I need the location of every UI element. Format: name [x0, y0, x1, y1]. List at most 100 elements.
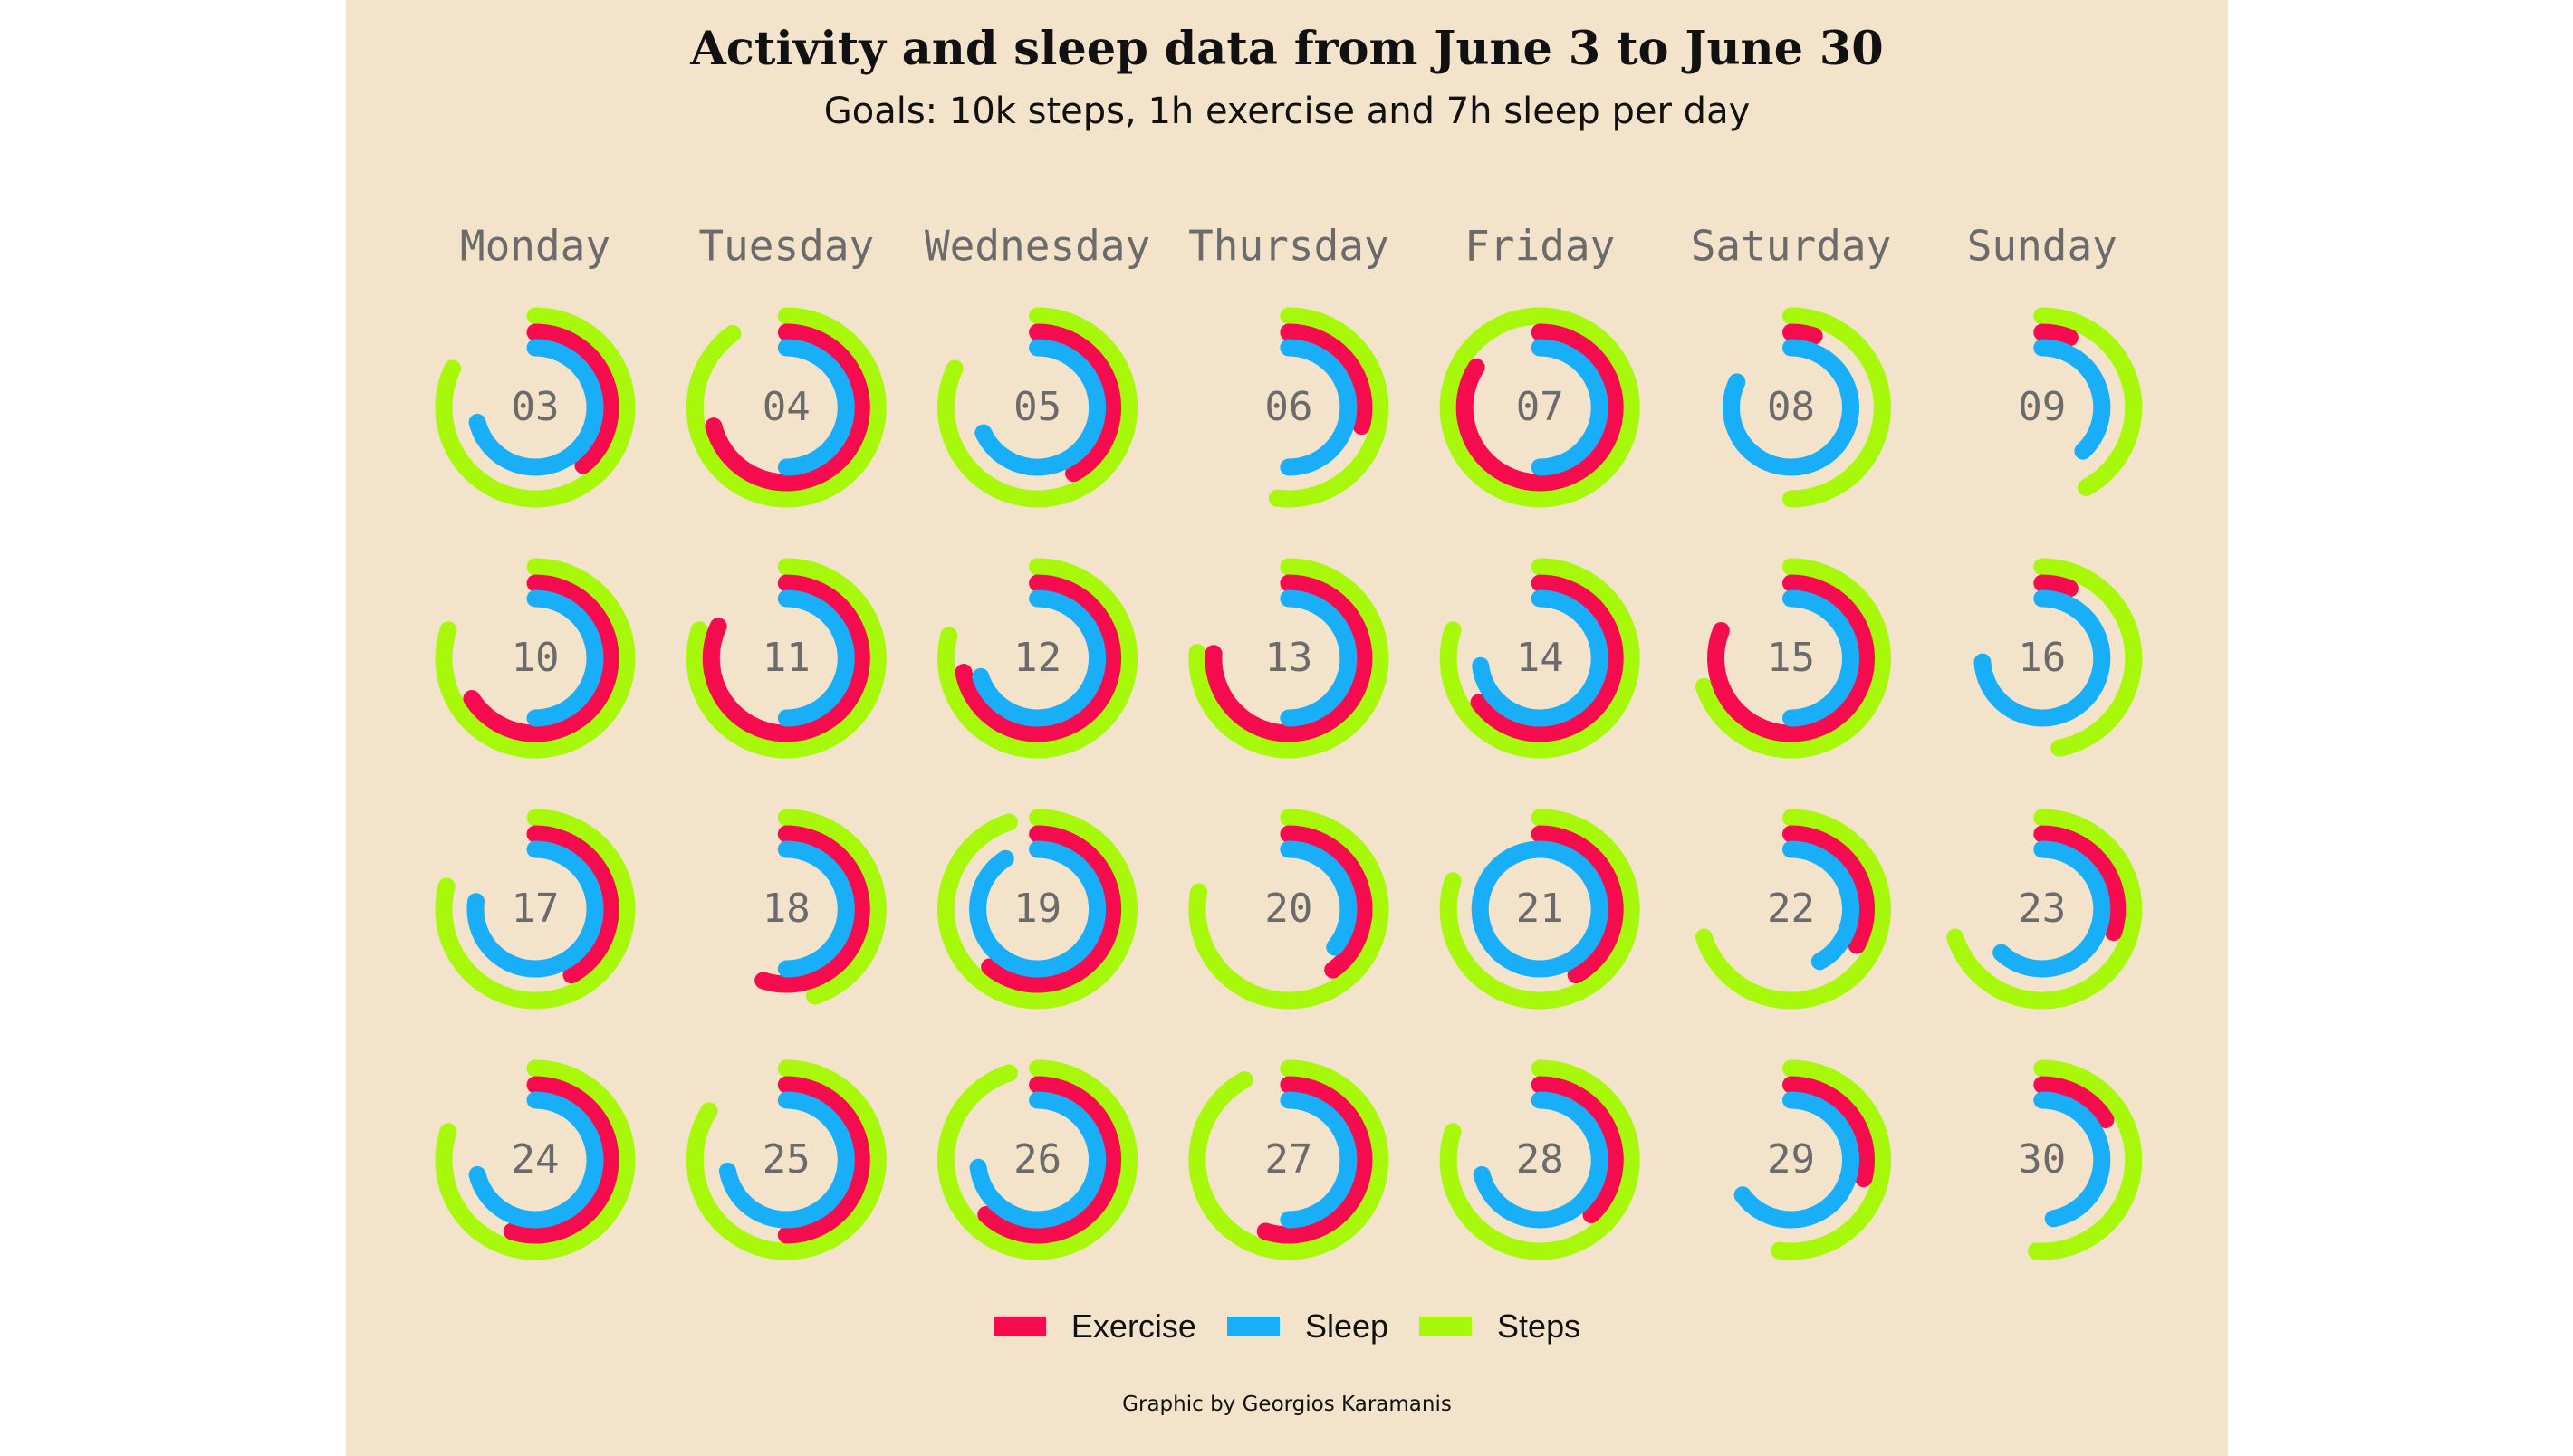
- chart-panel: Activity and sleep data from June 3 to J…: [346, 0, 2228, 1456]
- ring-exercise-14: [1470, 574, 1624, 742]
- ring-exercise-08: [1782, 323, 1823, 345]
- day-label-22: 22: [1767, 886, 1815, 932]
- day-06: 06: [1264, 307, 1389, 508]
- ring-exercise-26: [977, 1076, 1122, 1244]
- day-28: 28: [1439, 1059, 1640, 1260]
- ring-exercise-28: [1531, 1076, 1624, 1223]
- day-label-04: 04: [763, 384, 811, 430]
- ring-steps-23: [1946, 809, 2143, 1010]
- day-09: 09: [2018, 307, 2143, 497]
- day-label-24: 24: [512, 1136, 560, 1183]
- ring-steps-21: [1439, 809, 1640, 1010]
- ring-steps-05: [937, 307, 1138, 508]
- ring-steps-17: [435, 809, 636, 1010]
- ring-exercise-09: [2033, 323, 2079, 347]
- legend-item-steps: Steps: [1419, 1308, 1580, 1346]
- legend-label-steps: Steps: [1497, 1308, 1581, 1345]
- ring-steps-03: [435, 307, 636, 508]
- weekday-label-tuesday: Tuesday: [698, 222, 874, 271]
- day-04: 04: [686, 307, 887, 508]
- ring-sleep-25: [718, 1091, 855, 1229]
- ring-steps-24: [435, 1059, 636, 1260]
- weekday-label-wednesday: Wednesday: [925, 222, 1150, 271]
- ring-sleep-18: [777, 840, 855, 978]
- ring-exercise-03: [526, 323, 619, 474]
- legend-label-sleep: Sleep: [1304, 1308, 1389, 1345]
- day-label-16: 16: [2018, 635, 2066, 681]
- day-label-09: 09: [2018, 384, 2066, 430]
- ring-exercise-24: [503, 1076, 619, 1244]
- ring-exercise-13: [1205, 574, 1373, 742]
- chart-subtitle: Goals: 10k steps, 1h exercise and 7h sle…: [823, 91, 1751, 132]
- day-13: 13: [1188, 558, 1389, 759]
- ring-steps-26: [937, 1059, 1138, 1260]
- ring-steps-16: [2033, 558, 2143, 757]
- day-03: 03: [435, 307, 636, 508]
- ring-sleep-30: [2033, 1091, 2111, 1228]
- ring-exercise-21: [1531, 825, 1624, 984]
- ring-calendar: Monday Tuesday Wednesday Thursday Friday Satu…: [435, 222, 2143, 1260]
- ring-exercise-20: [1280, 825, 1373, 979]
- day-label-20: 20: [1264, 886, 1312, 932]
- ring-sleep-26: [969, 1091, 1107, 1229]
- ring-exercise-19: [981, 825, 1122, 993]
- ring-exercise-11: [702, 574, 870, 742]
- day-label-11: 11: [763, 635, 811, 681]
- ring-exercise-18: [754, 825, 870, 993]
- day-15: 15: [1695, 558, 1891, 759]
- legend-key-steps: [1419, 1317, 1473, 1336]
- ring-sleep-13: [1280, 589, 1358, 727]
- ring-sleep-05: [974, 339, 1107, 476]
- day-label-03: 03: [512, 384, 560, 430]
- ring-sleep-20: [1280, 840, 1358, 956]
- weekday-label-friday: Friday: [1464, 222, 1615, 271]
- day-10: 10: [435, 558, 636, 759]
- ring-steps-19: [937, 809, 1138, 1010]
- day-label-17: 17: [512, 886, 560, 932]
- ring-sleep-21: [1471, 840, 1608, 978]
- day-label-08: 08: [1767, 384, 1815, 430]
- ring-sleep-24: [468, 1091, 604, 1229]
- ring-exercise-30: [2033, 1076, 2115, 1129]
- day-label-21: 21: [1516, 886, 1564, 932]
- day-label-10: 10: [512, 635, 560, 681]
- day-label-07: 07: [1516, 384, 1564, 430]
- legend-label-exercise: Exercise: [1070, 1308, 1196, 1345]
- ring-steps-14: [1439, 558, 1640, 759]
- ring-exercise-29: [1782, 1076, 1875, 1188]
- ring-sleep-12: [972, 589, 1107, 727]
- ring-steps-20: [1188, 809, 1389, 1010]
- weekday-label-thursday: Thursday: [1188, 222, 1389, 271]
- ring-exercise-04: [705, 323, 870, 492]
- legend-key-sleep: [1226, 1317, 1280, 1336]
- day-30: 30: [2018, 1059, 2143, 1260]
- ring-sleep-07: [1531, 339, 1608, 476]
- day-label-25: 25: [763, 1136, 811, 1183]
- day-label-26: 26: [1013, 1136, 1061, 1183]
- ring-steps-11: [686, 558, 887, 759]
- ring-sleep-22: [1782, 840, 1859, 971]
- chart-title: Activity and sleep data from June 3 to J…: [690, 22, 1884, 76]
- ring-steps-28: [1439, 1059, 1640, 1260]
- ring-steps-25: [686, 1059, 887, 1260]
- ring-sleep-09: [2033, 339, 2111, 460]
- ring-sleep-03: [468, 339, 604, 476]
- day-08: 08: [1723, 307, 1891, 508]
- ring-steps-08: [1782, 307, 1891, 508]
- ring-steps-10: [435, 558, 636, 759]
- day-label-15: 15: [1767, 635, 1815, 681]
- day-27: 27: [1188, 1059, 1389, 1260]
- legend-item-sleep: Sleep: [1226, 1308, 1389, 1346]
- weekday-label-saturday: Saturday: [1691, 222, 1892, 271]
- ring-steps-30: [2027, 1059, 2143, 1260]
- ring-sleep-28: [1473, 1091, 1608, 1229]
- legend-item-exercise: Exercise: [993, 1308, 1196, 1346]
- ring-sleep-19: [969, 840, 1107, 978]
- ring-sleep-14: [1472, 589, 1608, 727]
- weekday-label-monday: Monday: [460, 222, 610, 271]
- caption: Graphic by Georgios Karamanis: [1122, 1393, 1452, 1416]
- ring-steps-07: [1439, 307, 1640, 508]
- legend: Exercise Sleep Steps: [346, 1308, 2228, 1346]
- ring-exercise-22: [1782, 825, 1875, 954]
- ring-steps-27: [1188, 1059, 1389, 1260]
